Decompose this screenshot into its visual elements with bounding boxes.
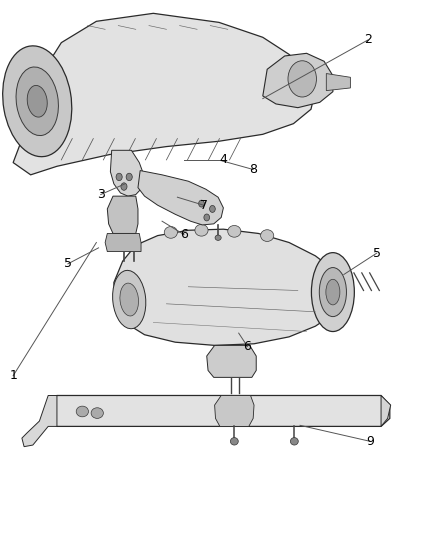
- Polygon shape: [48, 395, 390, 426]
- Ellipse shape: [230, 438, 238, 445]
- Ellipse shape: [319, 268, 346, 317]
- Ellipse shape: [228, 225, 241, 237]
- Ellipse shape: [195, 224, 208, 236]
- Text: 5: 5: [373, 247, 381, 260]
- Polygon shape: [381, 395, 391, 426]
- Text: 2: 2: [364, 34, 372, 46]
- Polygon shape: [263, 53, 333, 108]
- Ellipse shape: [199, 200, 204, 207]
- Ellipse shape: [126, 173, 132, 181]
- Ellipse shape: [76, 406, 88, 417]
- Polygon shape: [114, 229, 341, 345]
- Text: 8: 8: [249, 163, 257, 176]
- Text: 7: 7: [200, 199, 208, 212]
- Text: 4: 4: [219, 154, 227, 166]
- Ellipse shape: [27, 85, 47, 117]
- Text: 6: 6: [244, 340, 251, 353]
- Polygon shape: [326, 74, 350, 91]
- Ellipse shape: [288, 61, 316, 97]
- Text: 1: 1: [9, 369, 17, 382]
- Ellipse shape: [120, 283, 138, 316]
- Polygon shape: [207, 345, 256, 377]
- Polygon shape: [107, 196, 138, 233]
- Polygon shape: [105, 233, 141, 252]
- Ellipse shape: [113, 270, 146, 329]
- Polygon shape: [215, 395, 254, 426]
- Ellipse shape: [16, 67, 58, 135]
- Polygon shape: [13, 13, 315, 175]
- Ellipse shape: [204, 214, 209, 221]
- Ellipse shape: [215, 235, 221, 240]
- Ellipse shape: [261, 230, 274, 241]
- Ellipse shape: [3, 46, 72, 157]
- Ellipse shape: [91, 408, 103, 418]
- Polygon shape: [138, 171, 223, 225]
- Polygon shape: [22, 395, 57, 447]
- Text: 5: 5: [64, 257, 72, 270]
- Text: 3: 3: [97, 188, 105, 201]
- Polygon shape: [110, 150, 145, 196]
- Ellipse shape: [209, 206, 215, 213]
- Text: 9: 9: [366, 435, 374, 448]
- Ellipse shape: [121, 183, 127, 190]
- Ellipse shape: [116, 173, 122, 181]
- Ellipse shape: [290, 438, 298, 445]
- Text: 6: 6: [180, 228, 188, 241]
- Ellipse shape: [311, 253, 354, 332]
- Ellipse shape: [326, 279, 340, 305]
- Ellipse shape: [164, 227, 177, 238]
